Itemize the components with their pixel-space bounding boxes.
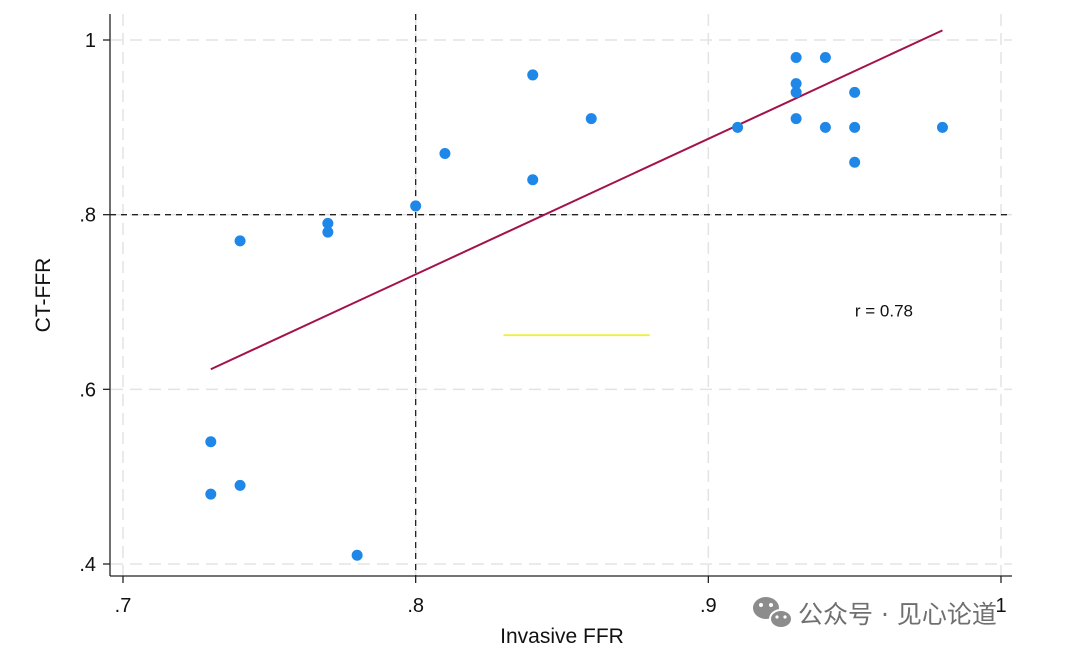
watermark-text: 公众号 · 见心论道	[798, 600, 997, 629]
data-point	[732, 121, 744, 133]
y-axis-ticks: .4 .6 .8 1	[79, 30, 110, 576]
axes	[109, 14, 1012, 577]
data-point	[585, 113, 597, 125]
wechat-icon	[753, 597, 793, 629]
data-point	[322, 226, 334, 238]
reference-lines	[110, 14, 1012, 576]
correlation-annotation: r = 0.78	[855, 302, 913, 321]
x-tick-label: .8	[407, 595, 424, 617]
data-point	[322, 217, 334, 229]
data-point	[936, 121, 948, 133]
data-point	[849, 156, 861, 168]
data-point	[234, 479, 246, 491]
y-tick-label: .6	[79, 379, 96, 401]
data-point	[790, 78, 802, 90]
y-axis-title: CT-FFR	[32, 258, 55, 333]
data-point	[205, 436, 217, 448]
regression-line	[210, 29, 943, 371]
data-points	[205, 51, 948, 561]
fit-line-group	[210, 29, 943, 371]
data-point	[819, 121, 831, 133]
data-point	[790, 86, 802, 98]
data-point	[351, 549, 363, 561]
gridlines	[111, 14, 1012, 576]
y-tick-label: 1	[85, 30, 96, 52]
data-point	[790, 113, 802, 125]
data-point	[849, 121, 861, 133]
x-axis-ticks: .7 .8 .9 1	[115, 576, 1007, 617]
x-axis-title: Invasive FFR	[500, 625, 624, 648]
x-tick-label: 1	[995, 595, 1006, 617]
data-point	[234, 235, 246, 247]
data-point	[410, 200, 422, 212]
data-point	[439, 148, 451, 160]
data-point	[527, 174, 539, 186]
data-point	[849, 86, 861, 98]
x-tick-label: .7	[115, 595, 132, 617]
y-tick-label: .8	[79, 205, 96, 227]
data-point	[819, 51, 831, 63]
data-point	[527, 69, 539, 81]
y-tick-label: .4	[79, 554, 96, 576]
watermark: 公众号 · 见心论道	[753, 597, 997, 629]
data-point	[790, 51, 802, 63]
data-point	[205, 488, 217, 500]
x-tick-label: .9	[700, 595, 717, 617]
